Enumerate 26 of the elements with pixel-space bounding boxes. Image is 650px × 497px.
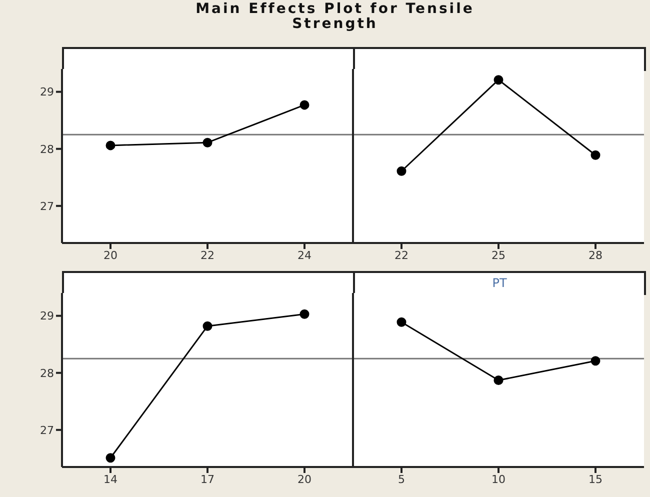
panel-header-strip: PT [353,271,646,295]
y-tick-label: 28 [40,366,54,380]
y-tick-label: 29 [40,310,54,323]
x-tick-label: 10 [492,472,506,486]
x-tick-label: 22 [394,248,408,262]
x-tick-label: 15 [588,472,602,486]
y-tick-label: 28 [40,142,54,156]
x-tick-label: 24 [298,248,312,262]
point [300,100,310,110]
y-tick-label: 27 [40,200,54,213]
x-tick-label: 25 [492,248,506,262]
point [202,321,212,331]
point [106,140,116,150]
x-tick-label: 28 [588,248,602,262]
x-tick-label: 5 [398,472,405,486]
x-tick-label: 17 [200,472,214,486]
point [202,138,212,148]
y-tick-label: 27 [40,424,54,437]
point [300,309,310,319]
x-tick-label: 20 [298,472,312,486]
chart-title: Main Effects Plot for Tensile Strength [194,1,476,32]
x-tick-label: 14 [104,472,118,486]
x-tick-label: 22 [200,248,214,262]
x-tick-label: 20 [104,248,118,262]
y-tick-label: 29 [40,86,54,99]
point [106,453,116,463]
